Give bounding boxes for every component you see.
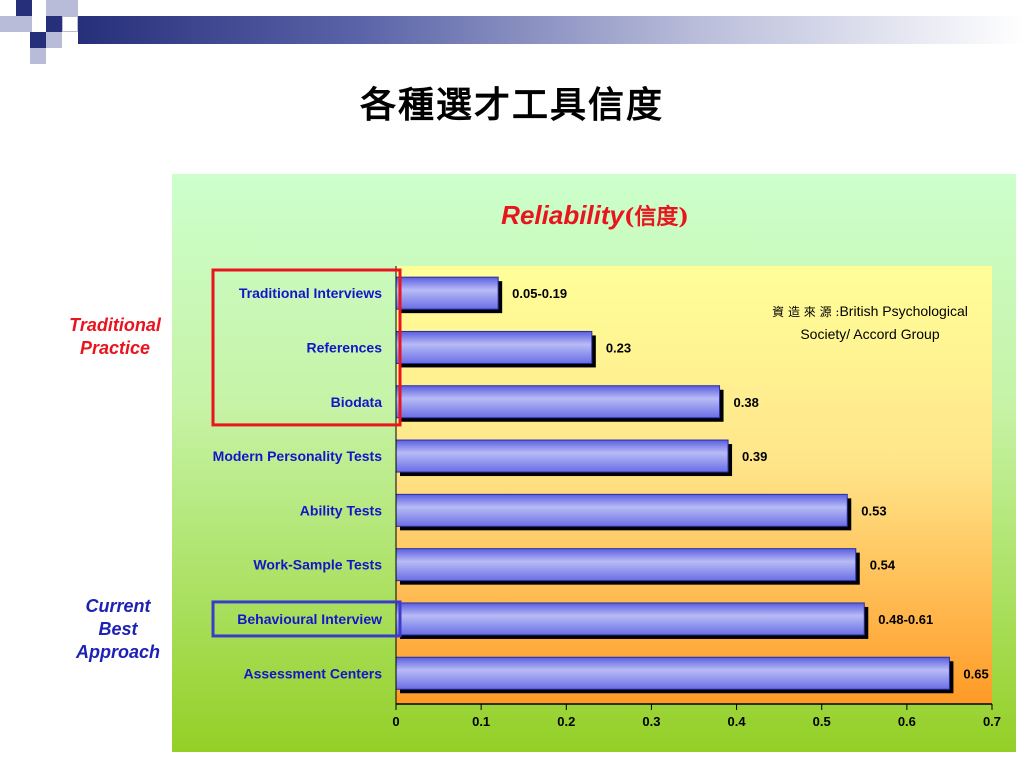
corner-square-8 — [62, 16, 78, 32]
x-tick-label: 0.2 — [557, 714, 575, 729]
traditional-practice-highlight-box — [211, 268, 402, 427]
data-label-biodata: 0.38 — [734, 395, 759, 410]
data-label-references: 0.23 — [606, 340, 631, 355]
category-label-traditional-interviews: Traditional Interviews — [239, 285, 382, 301]
bars-layer: Traditional Interviews 0.05-0.19 Reference… — [213, 276, 989, 694]
category-label-biodata: Biodata — [331, 394, 383, 410]
bar-biodata — [395, 385, 721, 419]
current-approach-highlight-box — [211, 600, 402, 638]
x-axis: 0 0.1 0.2 0.3 0.4 0.5 0.6 0.7 — [392, 266, 1001, 729]
corner-square-1 — [0, 0, 16, 16]
bar-work-sample-tests — [395, 548, 857, 582]
category-label-behavioural-interview: Behavioural Interview — [237, 611, 382, 627]
traditional-practice-label: Traditional Practice — [56, 314, 174, 360]
x-tick-label: 0.3 — [642, 714, 660, 729]
source-prefix: 資 造 來 源 : — [772, 305, 840, 319]
source-note-line-2: Society/ Accord Group — [800, 326, 940, 342]
corner-square-4 — [62, 0, 78, 16]
x-tick-label: 0.6 — [898, 714, 916, 729]
current-label-line-3: Approach — [75, 642, 160, 662]
current-best-approach-label: Current Best Approach — [66, 595, 170, 664]
current-label-line-1: Current — [85, 596, 151, 616]
corner-square-5 — [0, 16, 16, 32]
corner-square-6 — [16, 16, 32, 32]
bar-behavioural-interview — [395, 602, 865, 636]
source-note-line-1: 資 造 來 源 :British Psychological — [750, 300, 990, 323]
bar-references — [395, 330, 593, 364]
category-label-modern-personality-tests: Modern Personality Tests — [213, 448, 383, 464]
corner-square-2 — [16, 0, 32, 16]
chart-title-suffix: (信度) — [624, 204, 689, 230]
category-label-assessment-centers: Assessment Centers — [243, 665, 382, 681]
current-label-line-2: Best — [98, 619, 138, 639]
corner-square-7 — [46, 16, 62, 32]
data-label-work-sample-tests: 0.54 — [870, 558, 896, 573]
data-label-modern-personality-tests: 0.39 — [742, 449, 767, 464]
x-tick-label: 0.4 — [728, 714, 747, 729]
traditional-label-line-2: Practice — [79, 338, 151, 358]
category-label-ability-tests: Ability Tests — [300, 502, 382, 518]
category-label-references: References — [307, 339, 383, 355]
x-tick-label: 0 — [392, 714, 399, 729]
bar-modern-personality-tests — [395, 439, 729, 473]
slide-title: 各種選才工具信度 — [359, 84, 664, 126]
x-tick-label: 0.1 — [472, 714, 490, 729]
chart-title-main: Reliability — [501, 200, 625, 230]
header-gradient-bar — [78, 16, 1024, 44]
x-tick-label: 0.5 — [813, 714, 831, 729]
corner-square-11 — [30, 48, 46, 64]
data-label-ability-tests: 0.53 — [861, 503, 886, 518]
bar-ability-tests — [395, 493, 848, 527]
source-org-1: British Psychological — [839, 303, 968, 319]
source-note: 資 造 來 源 :British Psychological Society/ … — [750, 300, 990, 345]
data-label-traditional-interviews: 0.05-0.19 — [512, 286, 567, 301]
traditional-label-line-1: Traditional — [69, 315, 161, 335]
corner-square-3 — [46, 0, 62, 16]
x-tick-label: 0.7 — [983, 714, 1001, 729]
data-label-behavioural-interview: 0.48-0.61 — [878, 612, 933, 627]
bar-assessment-centers — [395, 656, 950, 690]
chart-title: Reliability(信度) — [501, 200, 689, 230]
corner-square-10 — [46, 32, 62, 48]
category-label-work-sample-tests: Work-Sample Tests — [253, 557, 382, 573]
bar-traditional-interviews — [395, 276, 499, 310]
data-label-assessment-centers: 0.65 — [963, 666, 988, 681]
corner-square-9 — [30, 32, 46, 48]
